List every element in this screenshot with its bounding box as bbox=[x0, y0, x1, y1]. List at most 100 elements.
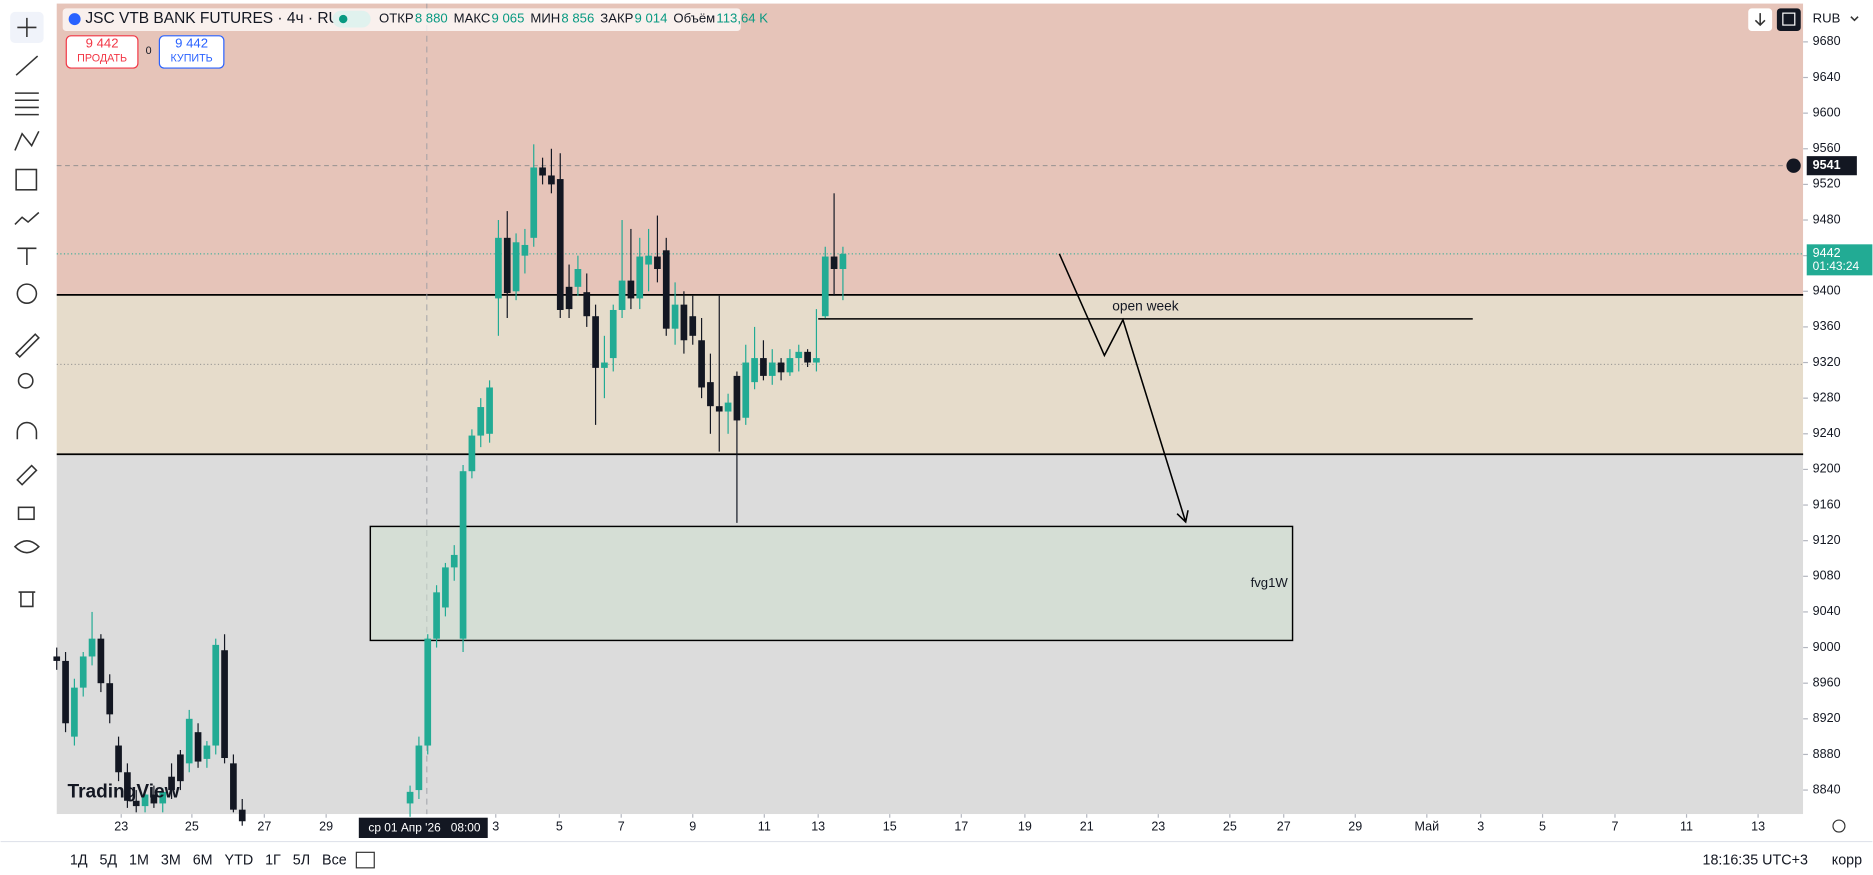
candle-body bbox=[539, 167, 546, 176]
candle-body bbox=[97, 638, 105, 684]
fvg-label: fvg1W bbox=[1251, 575, 1289, 590]
candle-body bbox=[574, 269, 582, 287]
candle-body bbox=[795, 351, 803, 359]
candle-body bbox=[150, 794, 158, 804]
y-tick-label: 9240 bbox=[1813, 426, 1841, 440]
x-tick-label: 13 bbox=[811, 820, 825, 834]
x-tick-label: 25 bbox=[185, 820, 199, 834]
ohlc-label: Объём bbox=[673, 11, 715, 26]
candle-body bbox=[159, 791, 167, 804]
candle-body bbox=[238, 809, 246, 822]
candle-body bbox=[530, 167, 538, 238]
tool-crosshair[interactable] bbox=[17, 17, 37, 38]
x-tick-label: 29 bbox=[1348, 820, 1362, 834]
timeframe[interactable]: YTD bbox=[225, 852, 254, 868]
timeframe[interactable]: Все bbox=[322, 852, 347, 868]
buy-price: 9 442 bbox=[175, 36, 208, 51]
candle-body bbox=[698, 340, 705, 388]
candle-body bbox=[79, 656, 87, 688]
tool-pattern[interactable] bbox=[14, 130, 40, 151]
candle-body bbox=[707, 382, 714, 407]
candle-body bbox=[592, 316, 599, 368]
alert-tag-label: 9541 bbox=[1813, 158, 1841, 172]
tool-projection[interactable] bbox=[14, 211, 40, 225]
x-tick-label: 11 bbox=[758, 820, 771, 834]
tool-ruler[interactable] bbox=[15, 333, 40, 359]
y-tick-label: 9160 bbox=[1813, 497, 1841, 511]
tool-fib[interactable] bbox=[14, 92, 39, 116]
timeframe[interactable]: 1Д bbox=[70, 852, 88, 868]
y-tick-label: 8880 bbox=[1813, 747, 1841, 761]
candle-body bbox=[62, 660, 69, 724]
candle-body bbox=[768, 362, 776, 376]
timeframe[interactable]: 5Л bbox=[293, 852, 310, 868]
x-tick-label: 17 bbox=[954, 820, 968, 834]
candle-body bbox=[601, 362, 608, 368]
currency-select[interactable] bbox=[1805, 7, 1868, 33]
candle-body bbox=[627, 280, 635, 299]
y-tick-label: 8920 bbox=[1813, 711, 1841, 725]
x-tick-label: Май bbox=[1415, 820, 1440, 834]
x-tick-label: 3 bbox=[492, 820, 499, 834]
candle-body bbox=[495, 237, 502, 299]
candle-body bbox=[813, 358, 820, 363]
candle-body bbox=[221, 650, 228, 759]
arrow-path bbox=[1058, 253, 1187, 523]
fvg-box bbox=[369, 525, 1294, 642]
tool-forecast[interactable] bbox=[15, 168, 38, 191]
buy-button[interactable] bbox=[158, 35, 225, 69]
timeframe[interactable]: 1М bbox=[129, 852, 149, 868]
buy-label: КУПИТЬ bbox=[170, 52, 212, 64]
candle-body bbox=[821, 256, 829, 317]
timeframe[interactable]: 1Г bbox=[265, 852, 281, 868]
sell-button[interactable] bbox=[65, 35, 139, 69]
candle-body bbox=[689, 316, 697, 336]
market-status bbox=[339, 14, 348, 24]
date-range-icon[interactable] bbox=[355, 851, 375, 869]
candle-body bbox=[459, 471, 467, 639]
candle-body bbox=[442, 567, 449, 608]
y-tick-label: 9520 bbox=[1813, 177, 1841, 191]
timeframe[interactable]: 5Д bbox=[99, 852, 117, 868]
y-tick-label: 9120 bbox=[1813, 533, 1841, 547]
candle-body bbox=[751, 358, 758, 383]
bottom-bg bbox=[0, 841, 1873, 875]
price-axis-bg bbox=[1803, 3, 1873, 842]
tool-delete[interactable] bbox=[18, 591, 36, 608]
open-week-label: open week bbox=[1112, 299, 1178, 314]
tool-draw-mode[interactable] bbox=[16, 464, 38, 486]
last-price-tag bbox=[1806, 244, 1873, 276]
candle-body bbox=[671, 304, 679, 329]
settings-icon[interactable] bbox=[1832, 819, 1846, 833]
x-tick-label: 7 bbox=[618, 820, 625, 834]
crosshair-tag bbox=[358, 817, 488, 838]
y-tick-label: 9040 bbox=[1813, 604, 1841, 618]
timeframe[interactable]: 6М bbox=[193, 852, 213, 868]
replay-icon bbox=[1782, 12, 1796, 26]
ohlc-label: МАКС bbox=[454, 11, 491, 26]
sell-price: 9 442 bbox=[86, 36, 119, 51]
x-tick-label: 9 bbox=[689, 820, 696, 834]
y-tick-label: 8960 bbox=[1813, 675, 1841, 689]
candle-body bbox=[185, 718, 193, 764]
candle-body bbox=[512, 242, 520, 292]
candle-body bbox=[636, 256, 644, 299]
x-tick-label: 29 bbox=[319, 820, 333, 834]
tool-zoom[interactable] bbox=[17, 372, 34, 389]
arrow-head bbox=[1176, 510, 1189, 524]
y-tick-label: 9480 bbox=[1813, 212, 1841, 226]
replay-button[interactable] bbox=[1776, 8, 1801, 32]
tool-magnet[interactable] bbox=[16, 421, 38, 440]
tool-lock[interactable] bbox=[17, 506, 35, 521]
tool-hide[interactable] bbox=[13, 539, 40, 554]
candle-body bbox=[645, 255, 652, 265]
y-tick-label: 9600 bbox=[1813, 105, 1841, 119]
tool-emoji[interactable] bbox=[16, 283, 38, 304]
tool-text[interactable] bbox=[17, 247, 37, 266]
ohlc-value: 113,64 K bbox=[716, 11, 768, 26]
tool-trendline[interactable] bbox=[15, 55, 39, 76]
adjust[interactable]: корр bbox=[1832, 852, 1862, 868]
middle-zone bbox=[56, 294, 1804, 455]
timeframe[interactable]: 3М bbox=[161, 852, 181, 868]
